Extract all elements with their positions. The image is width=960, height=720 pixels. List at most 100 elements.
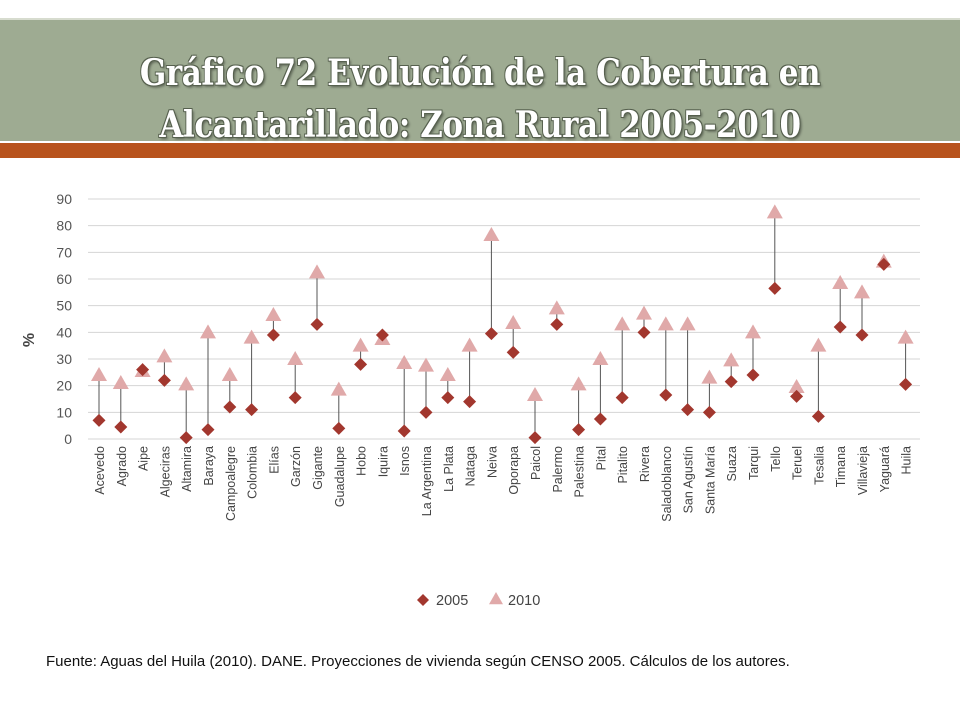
point-2005 <box>201 423 215 437</box>
x-tick-label: Altamira <box>180 446 194 492</box>
x-tick-label: Nataga <box>464 446 478 486</box>
point-2005 <box>746 368 760 382</box>
point-2010 <box>156 348 173 363</box>
point-2010 <box>766 204 783 219</box>
point-2010 <box>614 316 631 331</box>
point-2010 <box>745 324 761 339</box>
point-2010 <box>265 307 282 321</box>
x-tick-label: Garzón <box>289 446 303 487</box>
point-2005 <box>266 328 280 342</box>
point-2010 <box>548 300 565 315</box>
point-2005 <box>681 403 695 417</box>
x-tick-label: Huila <box>900 446 914 475</box>
point-2005 <box>375 328 389 342</box>
x-tick-label: Rivera <box>638 446 652 482</box>
x-tick-label: Yaguará <box>878 446 892 492</box>
point-2005 <box>397 424 411 438</box>
point-2010 <box>221 367 238 381</box>
point-2010 <box>243 329 260 344</box>
y-axis-label: % <box>21 333 38 347</box>
point-2005 <box>811 409 825 423</box>
point-2005 <box>659 388 673 402</box>
y-tick-label: 30 <box>56 351 72 367</box>
point-2005 <box>157 373 171 387</box>
coverage-chart: 0 10 20 30 40 50 60 70 80 90% Acevedo Agrado Aipe Alg… <box>21 191 920 609</box>
x-tick-label: Agrado <box>115 446 129 486</box>
chart-title-line-1: Gráfico 72 Evolución de la Cobertura en <box>139 52 821 94</box>
y-tick-label: 10 <box>56 404 72 420</box>
point-2005 <box>855 328 869 342</box>
x-tick-label: Tarqui <box>747 446 761 480</box>
point-2005 <box>899 377 913 391</box>
point-2005 <box>114 420 128 434</box>
x-tick-label: Palermo <box>551 446 565 493</box>
point-2010 <box>178 376 195 391</box>
legend-marker-2010 <box>489 592 503 605</box>
point-2010 <box>810 337 827 352</box>
point-2010 <box>723 352 740 367</box>
y-tick-label: 20 <box>56 378 72 394</box>
point-2005 <box>463 395 477 409</box>
y-tick-label: 90 <box>56 191 72 207</box>
point-2005 <box>833 320 847 334</box>
x-tick-label: Acevedo <box>93 446 107 495</box>
x-tick-label: Santa María <box>703 446 717 514</box>
legend-marker-2005 <box>417 594 429 606</box>
x-tick-label: Aipe <box>137 446 151 471</box>
x-tick-label: Pitalito <box>616 446 630 484</box>
point-2010 <box>91 367 107 381</box>
point-2010 <box>657 316 674 331</box>
point-2005 <box>179 431 193 445</box>
y-tick-label: 70 <box>56 244 72 260</box>
point-2010 <box>505 315 522 329</box>
point-2005 <box>528 431 542 445</box>
x-tick-label: Teruel <box>791 446 805 480</box>
x-tick-label: San Agustín <box>682 446 696 513</box>
x-tick-label: Isnos <box>398 446 412 476</box>
x-tick-label: Baraya <box>202 446 216 486</box>
point-2010 <box>352 337 369 352</box>
point-2010 <box>897 329 914 344</box>
x-tick-label: Villavieja <box>856 446 870 495</box>
point-2010 <box>527 387 543 401</box>
x-tick-label: Pital <box>594 446 608 470</box>
point-2005 <box>354 357 368 371</box>
accent-divider <box>0 143 960 158</box>
point-2005 <box>506 345 520 359</box>
x-tick-label: Tello <box>769 446 783 472</box>
source-note: Fuente: Aguas del Huila (2010). DANE. Pr… <box>46 653 790 670</box>
x-tick-label: Hobo <box>355 446 369 476</box>
point-2010 <box>439 367 456 381</box>
x-tick-label: Elías <box>267 446 281 474</box>
legend-label-2010: 2010 <box>508 593 540 609</box>
point-2010 <box>330 381 347 396</box>
x-tick-label: Neiva <box>485 446 499 478</box>
x-tick-label: Iquira <box>376 446 390 477</box>
point-2005 <box>724 375 738 389</box>
point-2005 <box>419 405 433 419</box>
point-2005 <box>615 391 629 405</box>
point-2010 <box>570 376 587 391</box>
x-tick-label: Oporapa <box>507 446 521 495</box>
x-tick-label: Suaza <box>725 446 739 481</box>
y-tick-label: 0 <box>64 431 72 447</box>
x-tick-label: Algeciras <box>158 446 172 497</box>
point-2010 <box>679 316 696 331</box>
x-tick-label: Campoalegre <box>224 446 238 521</box>
point-2005 <box>310 317 324 331</box>
x-tick-label: La Argentina <box>420 446 434 516</box>
x-tick-label: Saladoblanco <box>660 446 674 522</box>
point-2010 <box>788 379 805 393</box>
point-2010 <box>418 357 434 372</box>
point-2005 <box>572 423 586 437</box>
title-banner: Gráfico 72 Evolución de la Cobertura en … <box>0 18 960 146</box>
point-2005 <box>136 363 150 377</box>
y-tick-label: 60 <box>56 271 72 287</box>
point-2005 <box>223 400 237 414</box>
point-2005 <box>245 403 259 417</box>
point-2005 <box>288 391 302 405</box>
point-2005 <box>877 257 891 271</box>
x-tick-label: Timana <box>834 446 848 487</box>
point-2005 <box>790 389 804 403</box>
point-2010 <box>701 369 718 384</box>
